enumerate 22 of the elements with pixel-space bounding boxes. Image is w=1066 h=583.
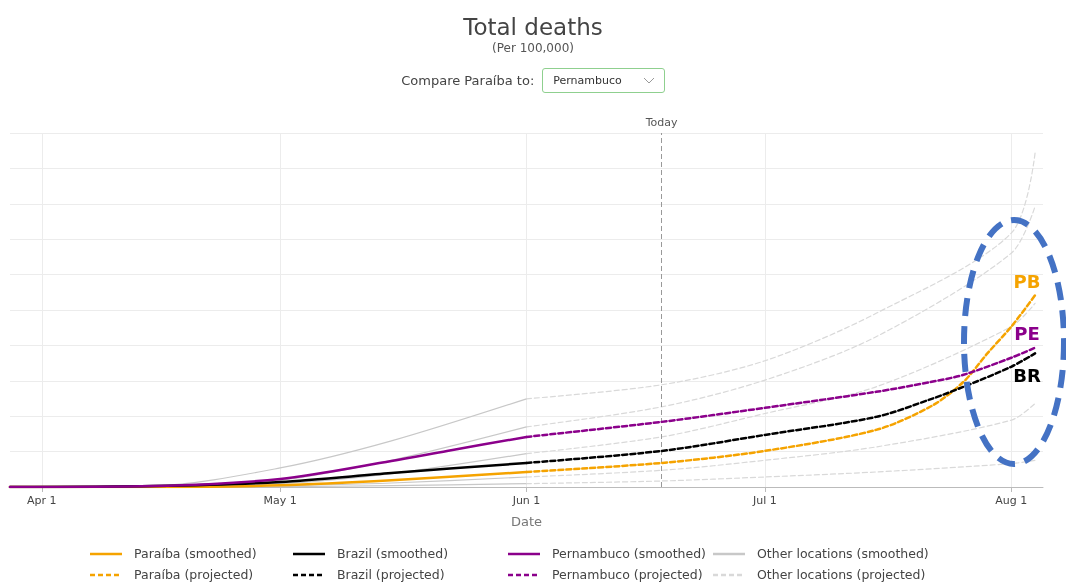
legend-label: Paraíba (projected) (134, 567, 254, 582)
x-tick-label: Jun 1 (511, 494, 541, 507)
legend-label: Pernambuco (projected) (552, 567, 703, 582)
x-tick-label: Aug 1 (995, 494, 1028, 507)
legend-label: Pernambuco (smoothed) (552, 546, 706, 561)
x-axis-title: Date (510, 514, 543, 529)
chart-title: Total deaths (462, 13, 603, 40)
annotation: PB (1013, 270, 1041, 292)
legend-label: Other locations (smoothed) (757, 546, 929, 561)
annotation: BR (1013, 364, 1041, 386)
legend-label: Paraíba (smoothed) (134, 546, 257, 561)
dropdown-field: Pernambuco (542, 68, 665, 93)
chart-subtitle: (Per 100,000) (492, 41, 574, 55)
x-tick-label: Apr 1 (27, 494, 57, 507)
x-tick-label: May 1 (263, 494, 297, 507)
annotation: PE (1014, 323, 1040, 345)
legend-label: Brazil (projected) (337, 567, 445, 582)
legend-label: Brazil (smoothed) (337, 546, 449, 561)
ref-line-label: Today (644, 116, 678, 129)
x-tick-label: Jul 1 (751, 494, 777, 507)
text: Compare Paraíba to: (401, 73, 535, 88)
legend-label: Other locations (projected) (757, 567, 926, 582)
